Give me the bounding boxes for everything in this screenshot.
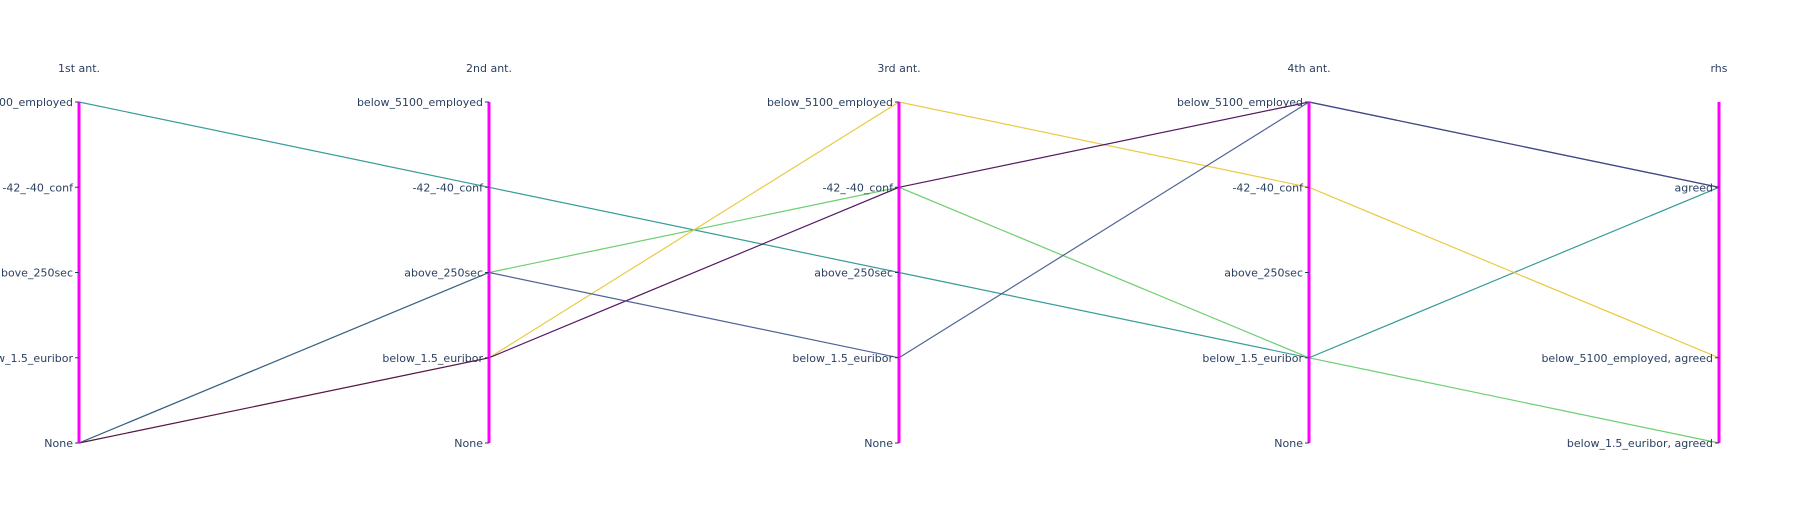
axis-1st-ant: 1st ant. below_5100_employed -42_-40_confa… <box>0 62 100 450</box>
category-label-above-250sec: above_250sec <box>404 267 483 280</box>
category-label-none: None <box>864 437 893 450</box>
category-label-42-40-conf: -42_-40_conf <box>412 181 484 194</box>
axis-title: 1st ant. <box>58 62 100 75</box>
category-label-42-40-conf: -42_-40_conf <box>2 181 74 194</box>
category-label-below-1-5-euribor: below_1.5_euribor <box>0 352 73 365</box>
axis-2nd-ant: 2nd ant. below_5100_employed -42_-40_confa… <box>357 62 512 450</box>
category-label-none: None <box>44 437 73 450</box>
category-label-below-5100-employed-agreed: below_5100_employed, agreed <box>1541 352 1713 365</box>
category-label-none: None <box>454 437 483 450</box>
category-label-below-5100-employed: below_5100_employed <box>357 96 483 109</box>
category-label-below-5100-employed: below_5100_employed <box>1177 96 1303 109</box>
category-label-none: None <box>1274 437 1303 450</box>
axes-layer: 1st ant.below_5100_employed-42_-40_confa… <box>0 62 1728 450</box>
category-label-above-250sec: above_250sec <box>814 267 893 280</box>
category-label-42-40-conf: -42_-40_conf <box>1232 181 1304 194</box>
axis-title: rhs <box>1710 62 1727 75</box>
axis-3rd-ant: 3rd ant. below_5100_employed -42_-40_confa… <box>767 62 921 450</box>
axis-title: 3rd ant. <box>877 62 920 75</box>
category-label-above-250sec: above_250sec <box>0 267 73 280</box>
axis-rhs: rhs agreed below_5100_employed, agreed belo… <box>1541 62 1727 450</box>
category-label-below-5100-employed: below_5100_employed <box>0 96 73 109</box>
axis-title: 2nd ant. <box>466 62 512 75</box>
category-label-agreed: agreed <box>1674 181 1713 194</box>
axis-4th-ant: 4th ant. below_5100_employed -42_-40_confa… <box>1177 62 1331 450</box>
category-label-below-1-5-euribor: below_1.5_euribor <box>382 352 483 365</box>
category-label-below-5100-employed: below_5100_employed <box>767 96 893 109</box>
category-label-above-250sec: above_250sec <box>1224 267 1303 280</box>
category-label-below-1-5-euribor-agreed: below_1.5_euribor, agreed <box>1567 437 1713 450</box>
category-label-below-1-5-euribor: below_1.5_euribor <box>792 352 893 365</box>
category-label-42-40-conf: -42_-40_conf <box>822 181 894 194</box>
category-label-below-1-5-euribor: below_1.5_euribor <box>1202 352 1303 365</box>
axis-title: 4th ant. <box>1287 62 1330 75</box>
